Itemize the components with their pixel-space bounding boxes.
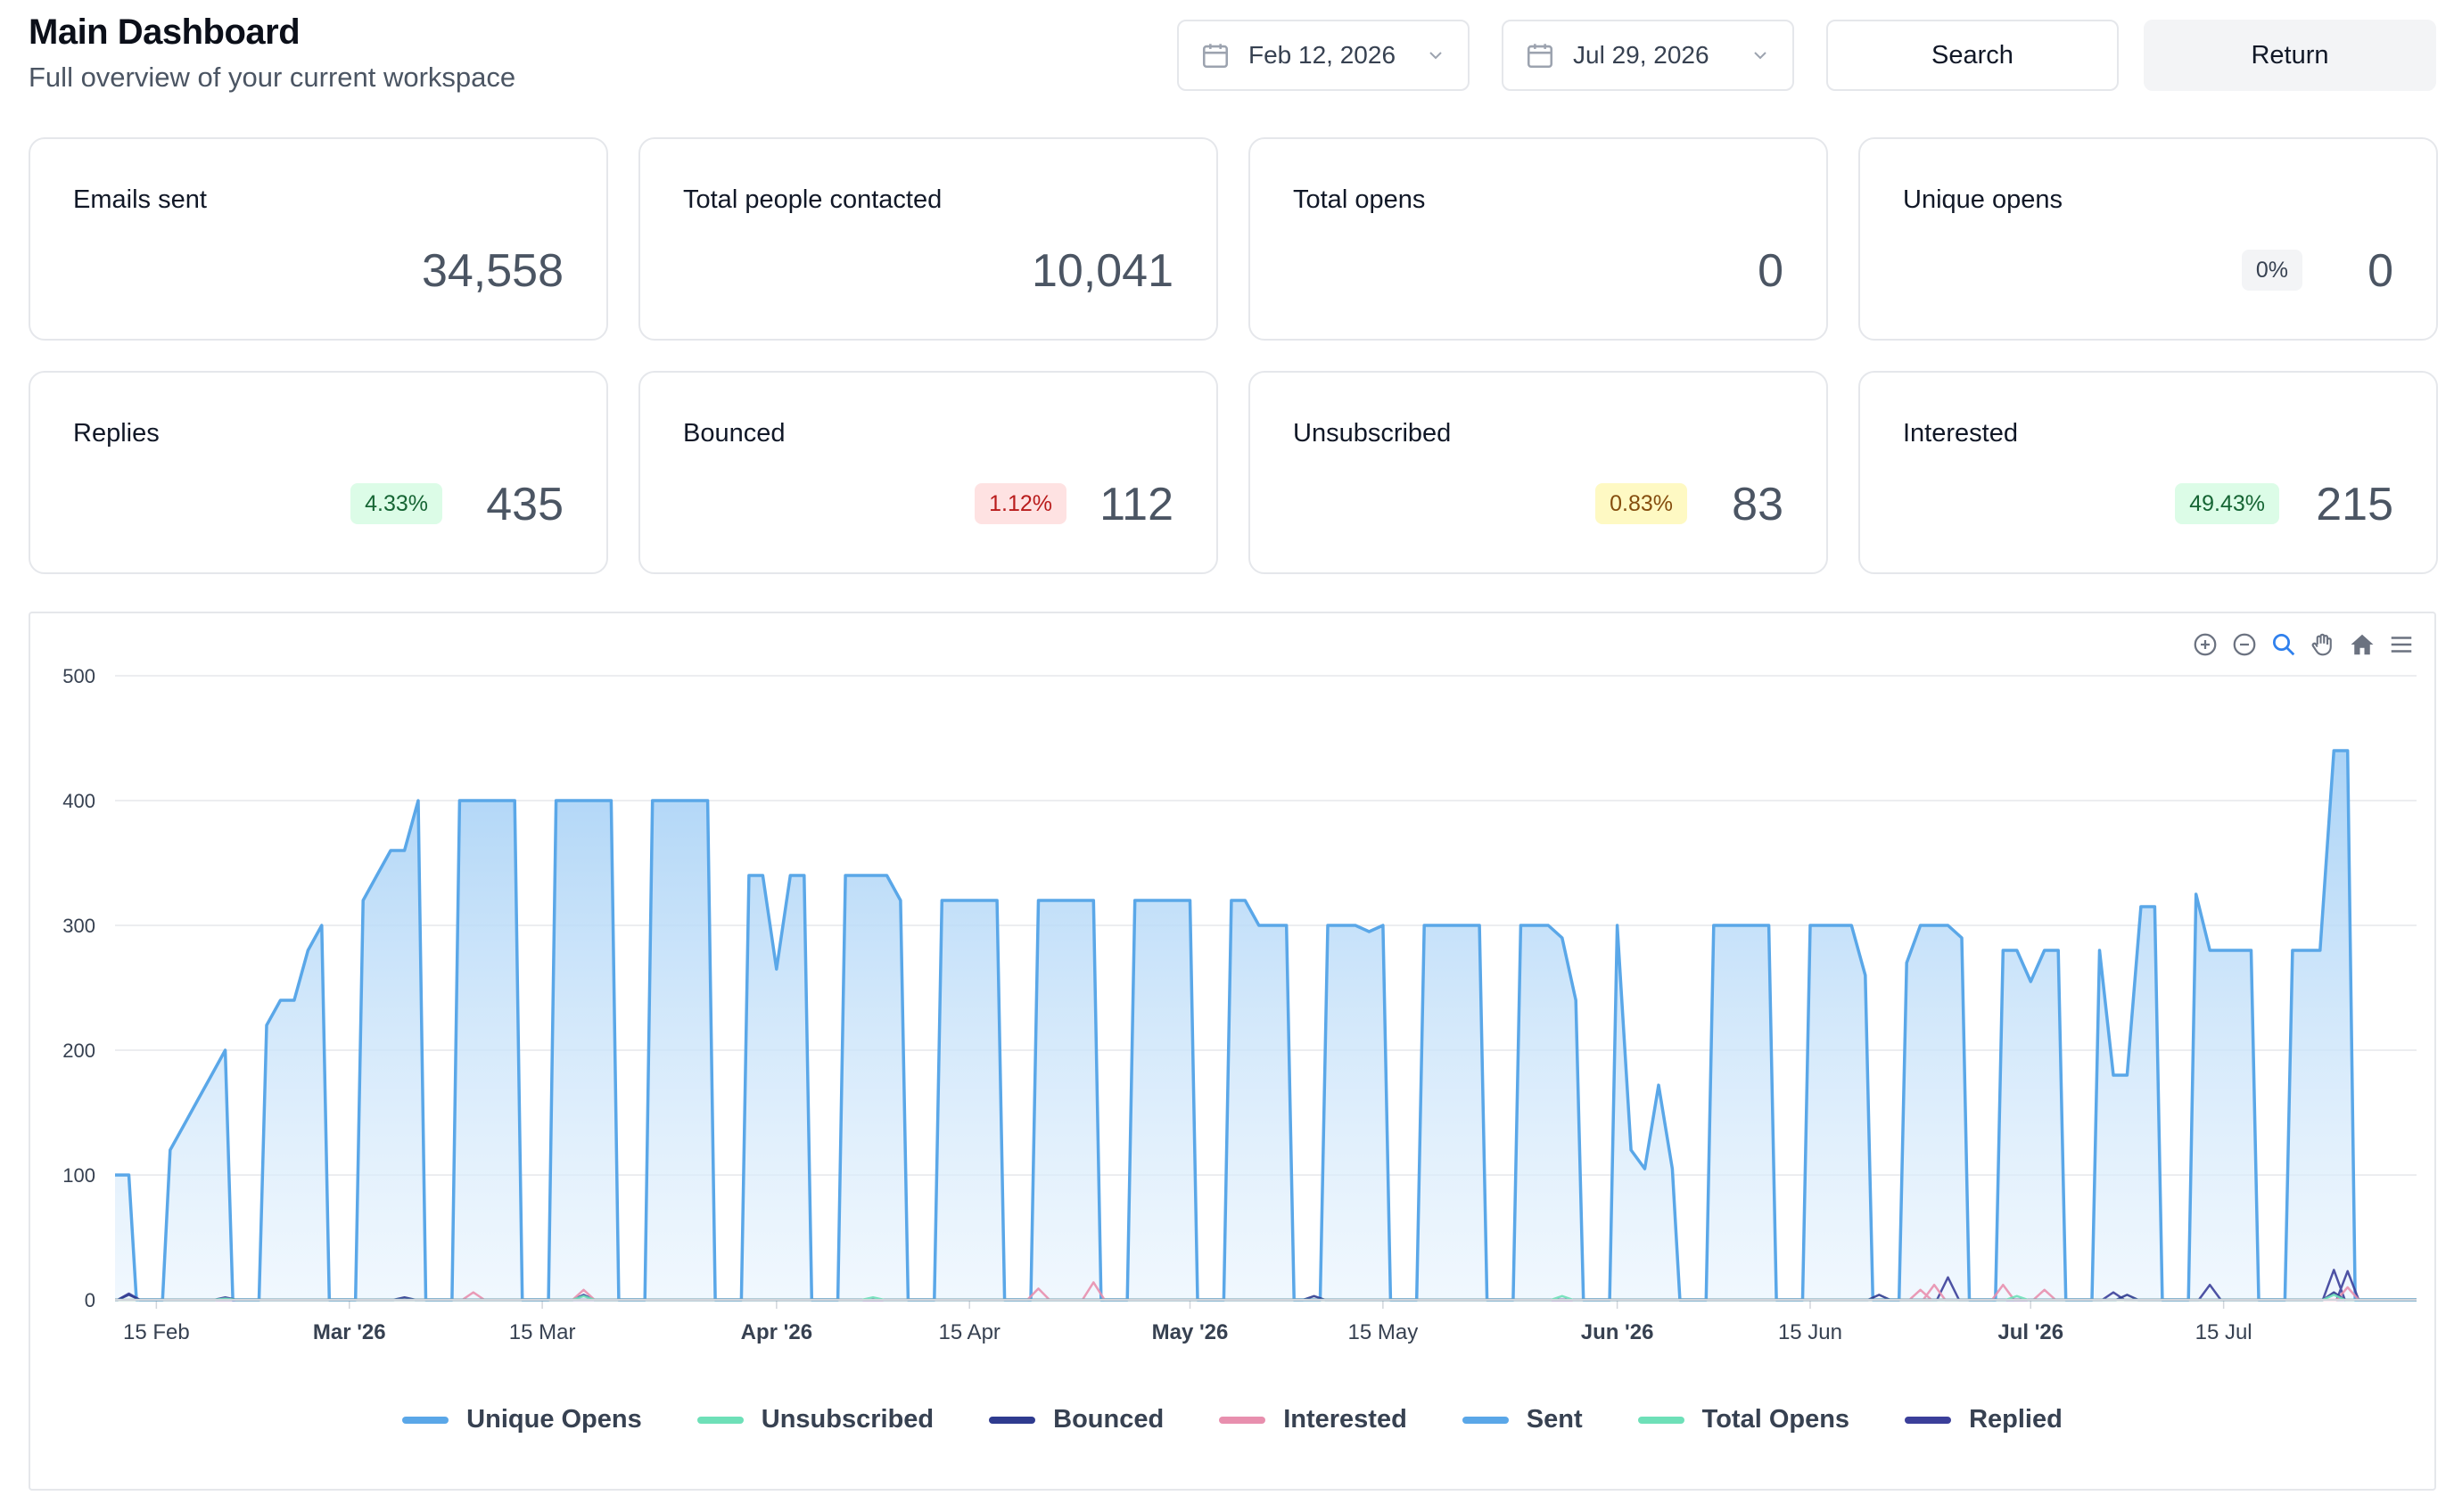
legend-swatch	[989, 1416, 1036, 1424]
calendar-icon	[1202, 44, 1229, 69]
stat-badge: 0%	[2241, 250, 2302, 291]
y-tick-label: 500	[62, 665, 95, 687]
legend-item-sent[interactable]: Sent	[1462, 1405, 1583, 1434]
sent-line	[115, 749, 2417, 1302]
activity-chart[interactable]: 0 100 200 300 400 500 15 Feb Mar '26 15 Mar Apr '…	[30, 613, 2434, 1398]
stat-label: Total people contacted	[683, 185, 943, 214]
legend-item-unique-opens[interactable]: Unique Opens	[402, 1405, 642, 1434]
stat-label: Replies	[73, 419, 160, 448]
stat-label: Unique opens	[1903, 185, 2063, 214]
stat-value: 435	[486, 479, 564, 530]
stat-value: 34,558	[421, 245, 564, 297]
stat-value: 0	[2368, 245, 2393, 297]
y-tick-label: 100	[62, 1164, 95, 1187]
stat-badge: 4.33%	[350, 483, 442, 524]
activity-chart-panel: 0 100 200 300 400 500 15 Feb Mar '26 15 Mar Apr '…	[29, 612, 2436, 1491]
y-tick-label: 200	[62, 1040, 95, 1062]
stat-card-bounced: Bounced 1.12% 112	[638, 371, 1218, 574]
stat-value: 0	[1758, 245, 1783, 297]
legend-item-replied[interactable]: Replied	[1905, 1405, 2063, 1434]
return-button[interactable]: Return	[2144, 20, 2436, 91]
legend-label: Replied	[1969, 1405, 2063, 1434]
chart-toolbar	[2190, 629, 2417, 660]
legend-swatch	[1462, 1416, 1509, 1424]
page-subtitle: Full overview of your current workspace	[29, 62, 516, 93]
legend-label: Unique Opens	[466, 1405, 642, 1434]
stat-label: Bounced	[683, 419, 786, 448]
legend-label: Bounced	[1053, 1405, 1165, 1434]
legend-swatch	[1219, 1416, 1266, 1424]
page-header: Main Dashboard Full overview of your cur…	[29, 12, 515, 94]
calendar-icon	[1527, 44, 1553, 69]
y-tick-label: 0	[85, 1289, 95, 1311]
stat-card-people-contacted: Total people contacted 10,041	[638, 137, 1218, 341]
chevron-down-icon	[1429, 52, 1442, 60]
zoom-in-icon[interactable]	[2190, 629, 2220, 660]
page-title: Main Dashboard	[29, 12, 301, 52]
legend-item-bounced[interactable]: Bounced	[989, 1405, 1164, 1434]
x-tick-label: 15 Jun	[1778, 1320, 1842, 1344]
legend-label: Sent	[1526, 1405, 1583, 1434]
x-tick-label: 15 May	[1348, 1320, 1419, 1344]
stat-card-emails-sent: Emails sent 34,558	[29, 137, 608, 341]
stat-value: 112	[1099, 479, 1173, 530]
y-tick-label: 300	[62, 915, 95, 937]
sent-area	[115, 751, 2417, 1300]
legend-label: Interested	[1283, 1405, 1407, 1434]
legend-swatch	[696, 1416, 744, 1424]
y-tick-label: 400	[62, 790, 95, 812]
stat-card-interested: Interested 49.43% 215	[1858, 371, 2438, 574]
stat-badge: 1.12%	[975, 483, 1066, 524]
start-date-picker[interactable]: Feb 12, 2026	[1177, 20, 1470, 91]
stat-label: Emails sent	[73, 185, 207, 214]
home-reset-icon[interactable]	[2347, 629, 2377, 660]
zoom-out-icon[interactable]	[2229, 629, 2260, 660]
chevron-down-icon	[1754, 52, 1766, 60]
legend-swatch	[402, 1416, 449, 1424]
search-button[interactable]: Search	[1826, 20, 2119, 91]
stat-label: Unsubscribed	[1293, 419, 1452, 448]
x-tick-label: 15 Feb	[123, 1320, 190, 1344]
stat-value: 215	[2316, 479, 2393, 530]
x-tick-label: 15 Jul	[2195, 1320, 2252, 1344]
x-tick-label: 15 Apr	[939, 1320, 1001, 1344]
stat-value: 10,041	[1031, 245, 1173, 297]
stat-badge: 49.43%	[2175, 483, 2279, 524]
x-tick-label: Mar '26	[313, 1320, 386, 1344]
menu-icon[interactable]	[2386, 629, 2417, 660]
legend-swatch	[1637, 1416, 1684, 1424]
x-tick-label: Jun '26	[1581, 1320, 1654, 1344]
legend-swatch	[1905, 1416, 1952, 1424]
stat-card-unsubscribed: Unsubscribed 0.83% 83	[1248, 371, 1828, 574]
stat-value: 83	[1732, 479, 1783, 530]
legend-label: Unsubscribed	[761, 1405, 935, 1434]
series-interested-line	[115, 1281, 2417, 1302]
legend-item-interested[interactable]: Interested	[1219, 1405, 1407, 1434]
start-date-value: Feb 12, 2026	[1248, 41, 1396, 69]
x-tick-label: Jul '26	[1997, 1320, 2063, 1344]
stat-badge: 0.83%	[1595, 483, 1687, 524]
x-tick-label: May '26	[1152, 1320, 1229, 1344]
legend-item-unsubscribed[interactable]: Unsubscribed	[696, 1405, 935, 1434]
stat-card-total-opens: Total opens 0	[1248, 137, 1828, 341]
x-tick-label: Apr '26	[741, 1320, 812, 1344]
stat-label: Total opens	[1293, 185, 1426, 214]
pan-hand-icon[interactable]	[2308, 629, 2338, 660]
stat-card-unique-opens: Unique opens 0% 0	[1858, 137, 2438, 341]
zoom-select-icon[interactable]	[2269, 629, 2299, 660]
stat-label: Interested	[1903, 419, 2018, 448]
end-date-picker[interactable]: Jul 29, 2026	[1502, 20, 1794, 91]
stat-card-replies: Replies 4.33% 435	[29, 371, 608, 574]
legend-label: Total Opens	[1701, 1405, 1850, 1434]
legend-item-total-opens[interactable]: Total Opens	[1637, 1405, 1850, 1434]
x-tick-label: 15 Mar	[509, 1320, 576, 1344]
chart-legend: Unique Opens Unsubscribed Bounced Intere…	[30, 1405, 2434, 1434]
end-date-value: Jul 29, 2026	[1573, 41, 1709, 69]
